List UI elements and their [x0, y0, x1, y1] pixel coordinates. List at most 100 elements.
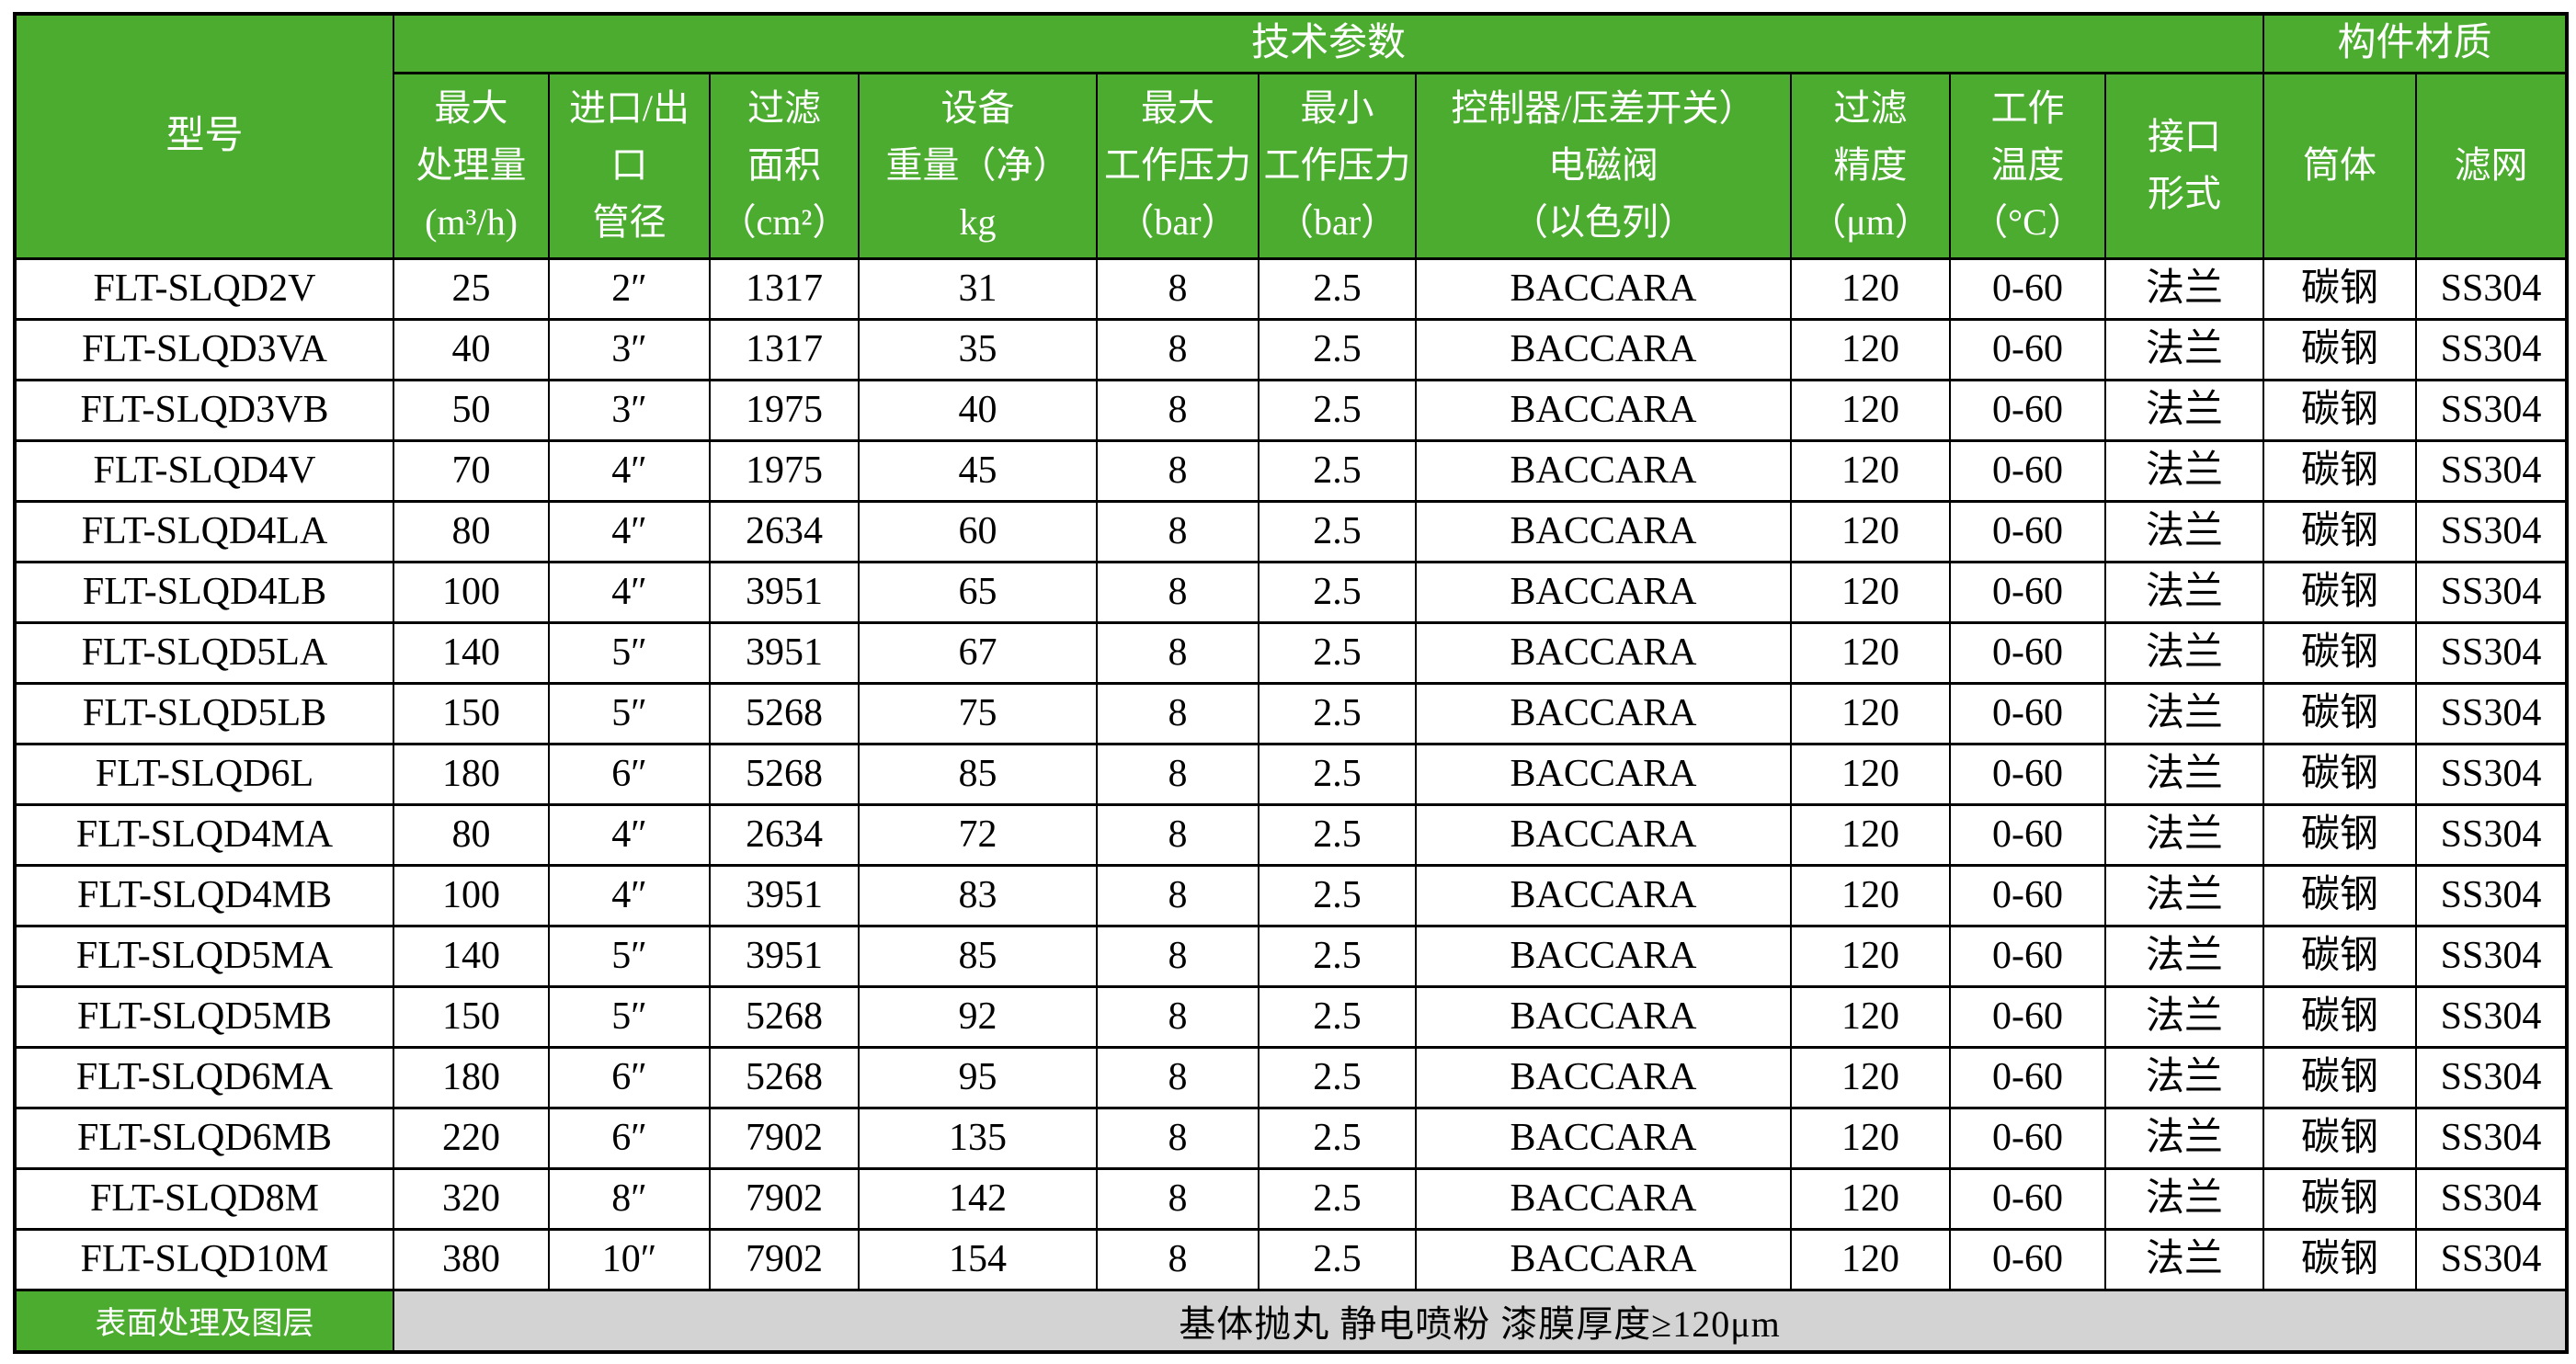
cell-mesh: SS304 — [2415, 560, 2569, 624]
cell-connection: 法兰 — [2103, 499, 2265, 563]
cell-max_flow: 180 — [393, 742, 550, 806]
cell-model: FLT-SLQD6L — [14, 742, 394, 806]
cell-model: FLT-SLQD4MB — [14, 863, 394, 927]
cell-connection: 法兰 — [2103, 863, 2265, 927]
cell-mesh: SS304 — [2415, 802, 2569, 867]
cell-pmin: 2.5 — [1258, 560, 1417, 624]
column-header-controller: 控制器/压差开关） 电磁阀 （以色列） — [1415, 71, 1792, 260]
cell-pmin: 2.5 — [1258, 1106, 1417, 1170]
cell-connection: 法兰 — [2103, 560, 2265, 624]
header-line: 过滤 — [747, 87, 821, 129]
cell-controller: BACCARA — [1415, 560, 1792, 624]
header-line: 工作压力 — [1104, 144, 1251, 186]
column-header-temperature: 工作 温度 （°C） — [1949, 71, 2106, 260]
cell-temp: 0-60 — [1949, 438, 2106, 503]
cell-filter_area: 2634 — [709, 499, 860, 563]
cell-weight: 83 — [858, 863, 1098, 927]
footer-label: 表面处理及图层 — [14, 1288, 394, 1354]
cell-pmin: 2.5 — [1258, 256, 1417, 321]
cell-mesh: SS304 — [2415, 924, 2569, 988]
header-line: （cm²） — [719, 201, 849, 243]
cell-max_flow: 40 — [393, 317, 550, 381]
cell-max_flow: 50 — [393, 378, 550, 442]
cell-pmax: 8 — [1096, 924, 1260, 988]
cell-pmin: 2.5 — [1258, 378, 1417, 442]
cell-body: 碳钢 — [2263, 499, 2418, 563]
cell-pmax: 8 — [1096, 1166, 1260, 1231]
cell-connection: 法兰 — [2103, 802, 2265, 867]
cell-connection: 法兰 — [2103, 1166, 2265, 1231]
cell-model: FLT-SLQD4LB — [14, 560, 394, 624]
cell-temp: 0-60 — [1949, 378, 2106, 442]
header-line: 电磁阀 — [1548, 144, 1658, 186]
group-header-tech-params: 技术参数 — [392, 12, 2265, 74]
cell-max_flow: 140 — [393, 924, 550, 988]
cell-filter_area: 1317 — [709, 317, 860, 381]
cell-controller: BACCARA — [1415, 924, 1792, 988]
cell-temp: 0-60 — [1949, 742, 2106, 806]
cell-max_flow: 380 — [393, 1227, 550, 1291]
cell-mesh: SS304 — [2415, 317, 2569, 381]
cell-pmin: 2.5 — [1258, 742, 1417, 806]
spec-table: 型号 技术参数 构件材质 最大 处理量 (m³/h) 进口/出 口 管径 过滤 … — [13, 12, 2570, 1354]
header-line: 筒体 — [2303, 144, 2377, 186]
cell-pmin: 2.5 — [1258, 317, 1417, 381]
header-line: 重量（净） — [885, 144, 1070, 186]
cell-pipe: 5″ — [548, 984, 711, 1049]
table-row: FLT-SLQD10M 380 10″ 7902 154 8 2.5 BACCARA 120 0-… — [14, 1227, 2569, 1291]
cell-precision: 120 — [1790, 863, 1951, 927]
cell-filter_area: 7902 — [709, 1106, 860, 1170]
table-row: FLT-SLQD3VB 50 3″ 1975 40 8 2.5 BACCARA 120 0-60 法… — [14, 378, 2569, 442]
table-row: FLT-SLQD6MB 220 6″ 7902 135 8 2.5 BACCARA 120 0-6… — [14, 1106, 2569, 1170]
cell-max_flow: 70 — [393, 438, 550, 503]
cell-connection: 法兰 — [2103, 378, 2265, 442]
cell-precision: 120 — [1790, 620, 1951, 685]
cell-pipe: 4″ — [548, 802, 711, 867]
cell-precision: 120 — [1790, 681, 1951, 745]
header-line: 最大 — [434, 87, 508, 129]
cell-connection: 法兰 — [2103, 924, 2265, 988]
cell-body: 碳钢 — [2263, 1166, 2418, 1231]
header-line: kg — [959, 201, 997, 243]
cell-mesh: SS304 — [2415, 681, 2569, 745]
column-header-max-flow: 最大 处理量 (m³/h) — [393, 71, 550, 260]
cell-pmax: 8 — [1096, 984, 1260, 1049]
header-line: （bar） — [1117, 201, 1238, 243]
cell-max_flow: 220 — [393, 1106, 550, 1170]
cell-max_flow: 80 — [393, 499, 550, 563]
cell-pmin: 2.5 — [1258, 1045, 1417, 1109]
table-row: FLT-SLQD5LA 140 5″ 3951 67 8 2.5 BACCARA 120 0-60… — [14, 620, 2569, 685]
cell-connection: 法兰 — [2103, 1045, 2265, 1109]
cell-weight: 67 — [858, 620, 1098, 685]
cell-precision: 120 — [1790, 1045, 1951, 1109]
cell-controller: BACCARA — [1415, 438, 1792, 503]
cell-pipe: 4″ — [548, 863, 711, 927]
cell-filter_area: 7902 — [709, 1166, 860, 1231]
cell-precision: 120 — [1790, 984, 1951, 1049]
header-line: 处理量 — [416, 144, 527, 186]
cell-model: FLT-SLQD4LA — [14, 499, 394, 563]
cell-max_flow: 140 — [393, 620, 550, 685]
cell-body: 碳钢 — [2263, 1227, 2418, 1291]
cell-model: FLT-SLQD6MA — [14, 1045, 394, 1109]
cell-pipe: 10″ — [548, 1227, 711, 1291]
cell-body: 碳钢 — [2263, 1045, 2418, 1109]
cell-pipe: 2″ — [548, 256, 711, 321]
table-row: FLT-SLQD8M 320 8″ 7902 142 8 2.5 BACCARA 120 0-60… — [14, 1166, 2569, 1231]
table-row: FLT-SLQD2V 25 2″ 1317 31 8 2.5 BACCARA 120 0-60 法兰… — [14, 256, 2569, 321]
cell-model: FLT-SLQD4MA — [14, 802, 394, 867]
header-line: 口 — [610, 144, 648, 186]
cell-mesh: SS304 — [2415, 620, 2569, 685]
cell-body: 碳钢 — [2263, 681, 2418, 745]
cell-pmin: 2.5 — [1258, 681, 1417, 745]
cell-pipe: 6″ — [548, 742, 711, 806]
cell-weight: 40 — [858, 378, 1098, 442]
cell-weight: 45 — [858, 438, 1098, 503]
cell-weight: 92 — [858, 984, 1098, 1049]
cell-filter_area: 5268 — [709, 742, 860, 806]
header-line: 工作 — [1990, 87, 2065, 129]
cell-controller: BACCARA — [1415, 317, 1792, 381]
cell-weight: 85 — [858, 924, 1098, 988]
cell-body: 碳钢 — [2263, 863, 2418, 927]
cell-pmin: 2.5 — [1258, 438, 1417, 503]
